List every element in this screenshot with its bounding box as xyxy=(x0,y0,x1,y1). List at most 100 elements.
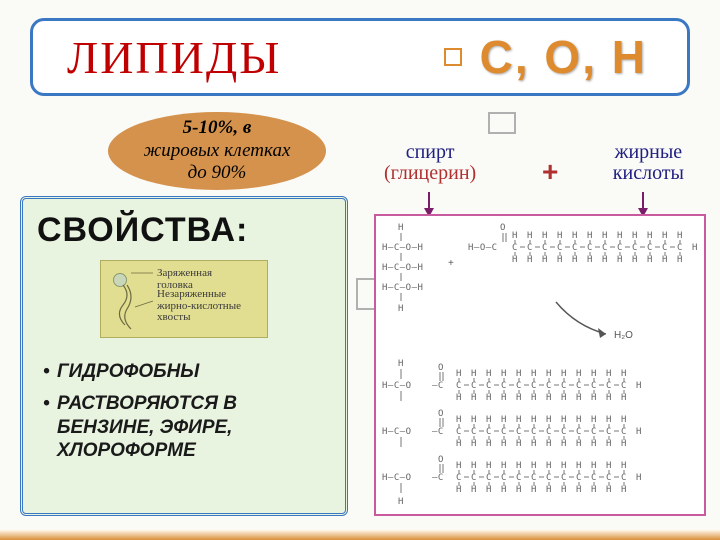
svg-text:H: H xyxy=(471,415,477,425)
svg-text:—C: —C xyxy=(432,473,444,483)
svg-text:H–C–O–H: H–C–O–H xyxy=(382,243,423,253)
svg-text:H: H xyxy=(561,393,567,403)
oval-line2: жировых клетках xyxy=(144,140,291,163)
svg-text:H: H xyxy=(561,461,567,471)
svg-text:C: C xyxy=(531,473,537,483)
svg-text:H: H xyxy=(398,223,404,233)
svg-text:C: C xyxy=(546,473,552,483)
oval-line1: 5-10%, в xyxy=(183,117,252,138)
svg-text:H: H xyxy=(576,415,582,425)
svg-text:H–O—C: H–O—C xyxy=(468,243,498,253)
phospholipid-inset: Заряженнаяголовка Незаряженные жирно-кис… xyxy=(100,260,268,338)
svg-text:C: C xyxy=(576,381,582,391)
svg-text:H: H xyxy=(512,231,518,241)
svg-text:H: H xyxy=(591,369,597,379)
svg-text:H: H xyxy=(456,369,462,379)
svg-text:—C: —C xyxy=(432,381,444,391)
svg-text:C: C xyxy=(471,473,477,483)
svg-text:H: H xyxy=(398,304,404,314)
svg-text:C: C xyxy=(576,427,582,437)
triglyceride: H xyxy=(398,359,404,379)
svg-text:H: H xyxy=(501,461,507,471)
chemistry-diagram: .ct { font: 9px monospace; fill:#666; le… xyxy=(374,214,706,516)
svg-text:C: C xyxy=(591,427,597,437)
svg-text:H: H xyxy=(471,369,477,379)
svg-text:H: H xyxy=(677,255,683,265)
svg-text:H: H xyxy=(516,439,522,449)
svg-text:O: O xyxy=(438,455,444,465)
svg-text:H: H xyxy=(531,369,537,379)
svg-text:—C: —C xyxy=(432,427,444,437)
svg-text:C: C xyxy=(662,243,668,253)
svg-text:C: C xyxy=(516,473,522,483)
svg-text:H: H xyxy=(662,255,668,265)
stray-box-top xyxy=(488,112,516,134)
svg-text:C: C xyxy=(542,243,548,253)
svg-text:C: C xyxy=(591,473,597,483)
svg-text:H: H xyxy=(621,393,627,403)
svg-text:C: C xyxy=(501,381,507,391)
property-item: РАСТВОРЯЮТСЯ В БЕНЗИНЕ, ЭФИРЕ, ХЛОРОФОРМ… xyxy=(43,392,331,463)
svg-text:H: H xyxy=(576,393,582,403)
svg-text:C: C xyxy=(606,381,612,391)
svg-text:O: O xyxy=(500,223,506,233)
svg-text:H: H xyxy=(546,393,552,403)
svg-text:C: C xyxy=(471,381,477,391)
properties-heading: СВОЙСТВА: xyxy=(37,211,331,250)
svg-text:H: H xyxy=(602,255,608,265)
svg-text:C: C xyxy=(591,381,597,391)
svg-text:H: H xyxy=(456,485,462,495)
svg-text:H–C–O: H–C–O xyxy=(382,381,412,391)
svg-text:H: H xyxy=(531,439,537,449)
svg-text:C: C xyxy=(677,243,683,253)
svg-text:H: H xyxy=(587,231,593,241)
svg-text:H: H xyxy=(546,461,552,471)
svg-text:O: O xyxy=(438,409,444,419)
svg-text:H: H xyxy=(557,255,563,265)
svg-text:H: H xyxy=(486,369,492,379)
svg-text:H: H xyxy=(617,231,623,241)
svg-text:H: H xyxy=(621,439,627,449)
svg-text:C: C xyxy=(617,243,623,253)
svg-text:H: H xyxy=(527,255,533,265)
svg-text:C: C xyxy=(531,427,537,437)
svg-text:C: C xyxy=(501,473,507,483)
svg-text:H: H xyxy=(587,255,593,265)
title-main: ЛИПИДЫ xyxy=(67,31,281,84)
svg-text:H: H xyxy=(576,461,582,471)
svg-text:H: H xyxy=(606,415,612,425)
svg-text:H: H xyxy=(576,485,582,495)
svg-text:C: C xyxy=(606,473,612,483)
svg-text:H: H xyxy=(632,255,638,265)
svg-text:C: C xyxy=(606,427,612,437)
elements-bullet xyxy=(444,48,462,66)
svg-text:H: H xyxy=(471,439,477,449)
svg-text:C: C xyxy=(546,427,552,437)
svg-text:H: H xyxy=(606,461,612,471)
svg-text:H: H xyxy=(621,415,627,425)
svg-text:H: H xyxy=(561,415,567,425)
svg-text:H: H xyxy=(591,415,597,425)
svg-text:C: C xyxy=(531,381,537,391)
chemistry-svg: .ct { font: 9px monospace; fill:#666; le… xyxy=(376,216,708,518)
svg-text:C: C xyxy=(621,381,627,391)
svg-text:C: C xyxy=(576,473,582,483)
svg-text:C: C xyxy=(456,381,462,391)
svg-text:H: H xyxy=(636,381,642,391)
svg-text:H: H xyxy=(602,231,608,241)
svg-text:H: H xyxy=(591,393,597,403)
svg-text:H: H xyxy=(531,415,537,425)
svg-text:H: H xyxy=(591,485,597,495)
svg-text:H: H xyxy=(621,461,627,471)
svg-text:H₂O: H₂O xyxy=(614,330,633,341)
svg-text:C: C xyxy=(501,427,507,437)
svg-text:H: H xyxy=(606,485,612,495)
svg-text:C: C xyxy=(486,381,492,391)
svg-text:H: H xyxy=(621,369,627,379)
svg-text:H: H xyxy=(501,415,507,425)
svg-text:H: H xyxy=(692,243,698,253)
svg-text:H: H xyxy=(531,485,537,495)
svg-text:H: H xyxy=(677,231,683,241)
svg-text:H: H xyxy=(561,369,567,379)
svg-text:H: H xyxy=(512,255,518,265)
